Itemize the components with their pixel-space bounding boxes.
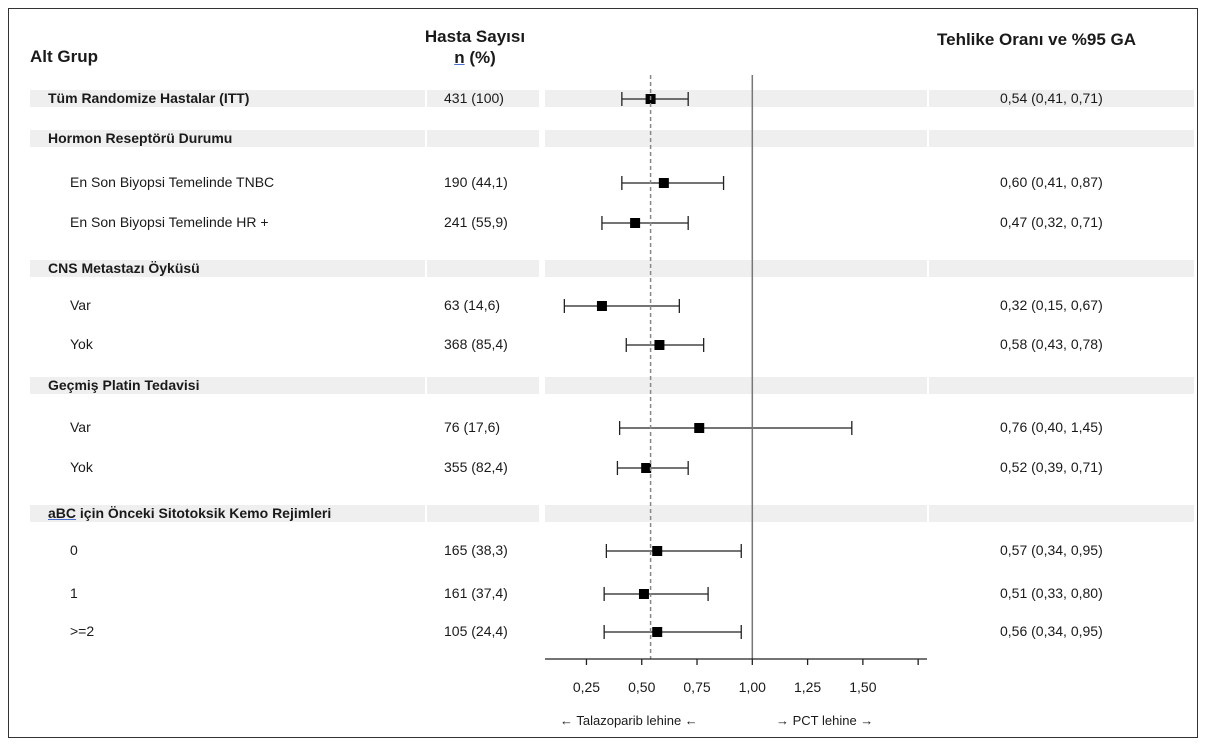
patient-count: 431 (100) [444,90,504,106]
patient-count: 368 (85,4) [444,336,508,352]
group-label: Geçmiş Platin Tedavisi [48,377,200,393]
forest-plot-frame [8,8,1198,738]
group-label: aBC için Önceki Sitotoksik Kemo Rejimler… [48,505,331,522]
group-band [427,90,539,107]
patient-count: 241 (55,9) [444,214,508,230]
hazard-ratio-ci: 0,32 (0,15, 0,67) [1000,297,1103,313]
group-band [929,90,1194,107]
subgroup-label: Var [70,419,91,435]
x-tick-label: 1,25 [794,679,821,695]
group-band [30,260,425,277]
subgroup-label: Yok [70,459,93,475]
header-count-n: n [454,48,465,67]
group-band [545,260,927,277]
hr-point [638,589,649,599]
group-label: Hormon Reseptörü Durumu [48,130,233,146]
group-band [30,90,425,107]
group-band [427,505,539,522]
hazard-ratio-ci: 0,60 (0,41, 0,87) [1000,174,1103,190]
group-band [30,377,425,394]
hr-point [652,546,663,556]
hazard-ratio-ci: 0,57 (0,34, 0,95) [1000,542,1103,558]
group-band [929,130,1194,147]
header-hazard-ratio: Tehlike Oranı ve %95 GA [937,30,1137,49]
hazard-ratio-ci: 0,52 (0,39, 0,71) [1000,459,1103,475]
favors-pct: → PCT lehine → [776,713,874,728]
patient-count: 161 (37,4) [444,585,508,601]
hazard-ratio-ci: 0,47 (0,32, 0,71) [1000,214,1103,230]
subgroup-label: Var [70,297,91,313]
x-tick-label: 0,25 [573,679,600,695]
header-count-line2: n (%) [380,47,570,68]
subgroup-label: En Son Biyopsi Temelinde HR + [70,214,269,230]
hr-point [630,218,641,228]
hazard-ratio-ci: 0,58 (0,43, 0,78) [1000,336,1103,352]
subgroup-label: Yok [70,336,93,352]
subgroup-label: 1 [70,585,78,601]
group-band [427,260,539,277]
header-patient-count: Hasta Sayısı n (%) [380,26,570,68]
group-band [545,90,927,107]
header-count-pct: (%) [464,48,496,67]
abc-abbrev: aBC [48,505,77,521]
group-label: CNS Metastazı Öyküsü [48,260,200,276]
group-band [929,505,1194,522]
x-tick-label: 1,50 [849,679,876,695]
group-band [427,377,539,394]
x-tick-label: 0,75 [683,679,710,695]
patient-count: 76 (17,6) [444,419,501,435]
hr-point [652,627,663,637]
group-band [30,505,425,522]
header-count-line1: Hasta Sayısı [424,27,526,46]
favors-talazoparib: ← Talazoparib lehine ← [560,713,698,728]
group-band [545,130,927,147]
group-band [427,130,539,147]
hazard-ratio-ci: 0,56 (0,34, 0,95) [1000,623,1103,639]
subgroup-label: >=2 [70,623,95,639]
group-band [929,260,1194,277]
hr-point [654,340,665,350]
hr-point [658,178,669,188]
patient-count: 63 (14,6) [444,297,501,313]
patient-count: 190 (44,1) [444,174,508,190]
group-band [545,377,927,394]
x-tick-label: 0,50 [628,679,655,695]
group-label: Tüm Randomize Hastalar (ITT) [48,90,250,106]
x-tick-label: 1,00 [739,679,766,695]
patient-count: 105 (24,4) [444,623,508,639]
patient-count: 355 (82,4) [444,459,508,475]
group-band [545,505,927,522]
group-label-rest: için Önceki Sitotoksik Kemo Rejimleri [76,505,332,521]
hr-point [694,423,705,433]
hazard-ratio-ci: 0,54 (0,41, 0,71) [1000,90,1103,106]
hazard-ratio-ci: 0,51 (0,33, 0,80) [1000,585,1103,601]
subgroup-label: 0 [70,542,78,558]
patient-count: 165 (38,3) [444,542,508,558]
hazard-ratio-ci: 0,76 (0,40, 1,45) [1000,419,1103,435]
hr-point [641,463,652,473]
header-subgroup: Alt Grup [30,47,98,66]
subgroup-label: En Son Biyopsi Temelinde TNBC [70,174,275,190]
hr-point [596,301,607,311]
group-band [30,130,425,147]
group-band [929,377,1194,394]
